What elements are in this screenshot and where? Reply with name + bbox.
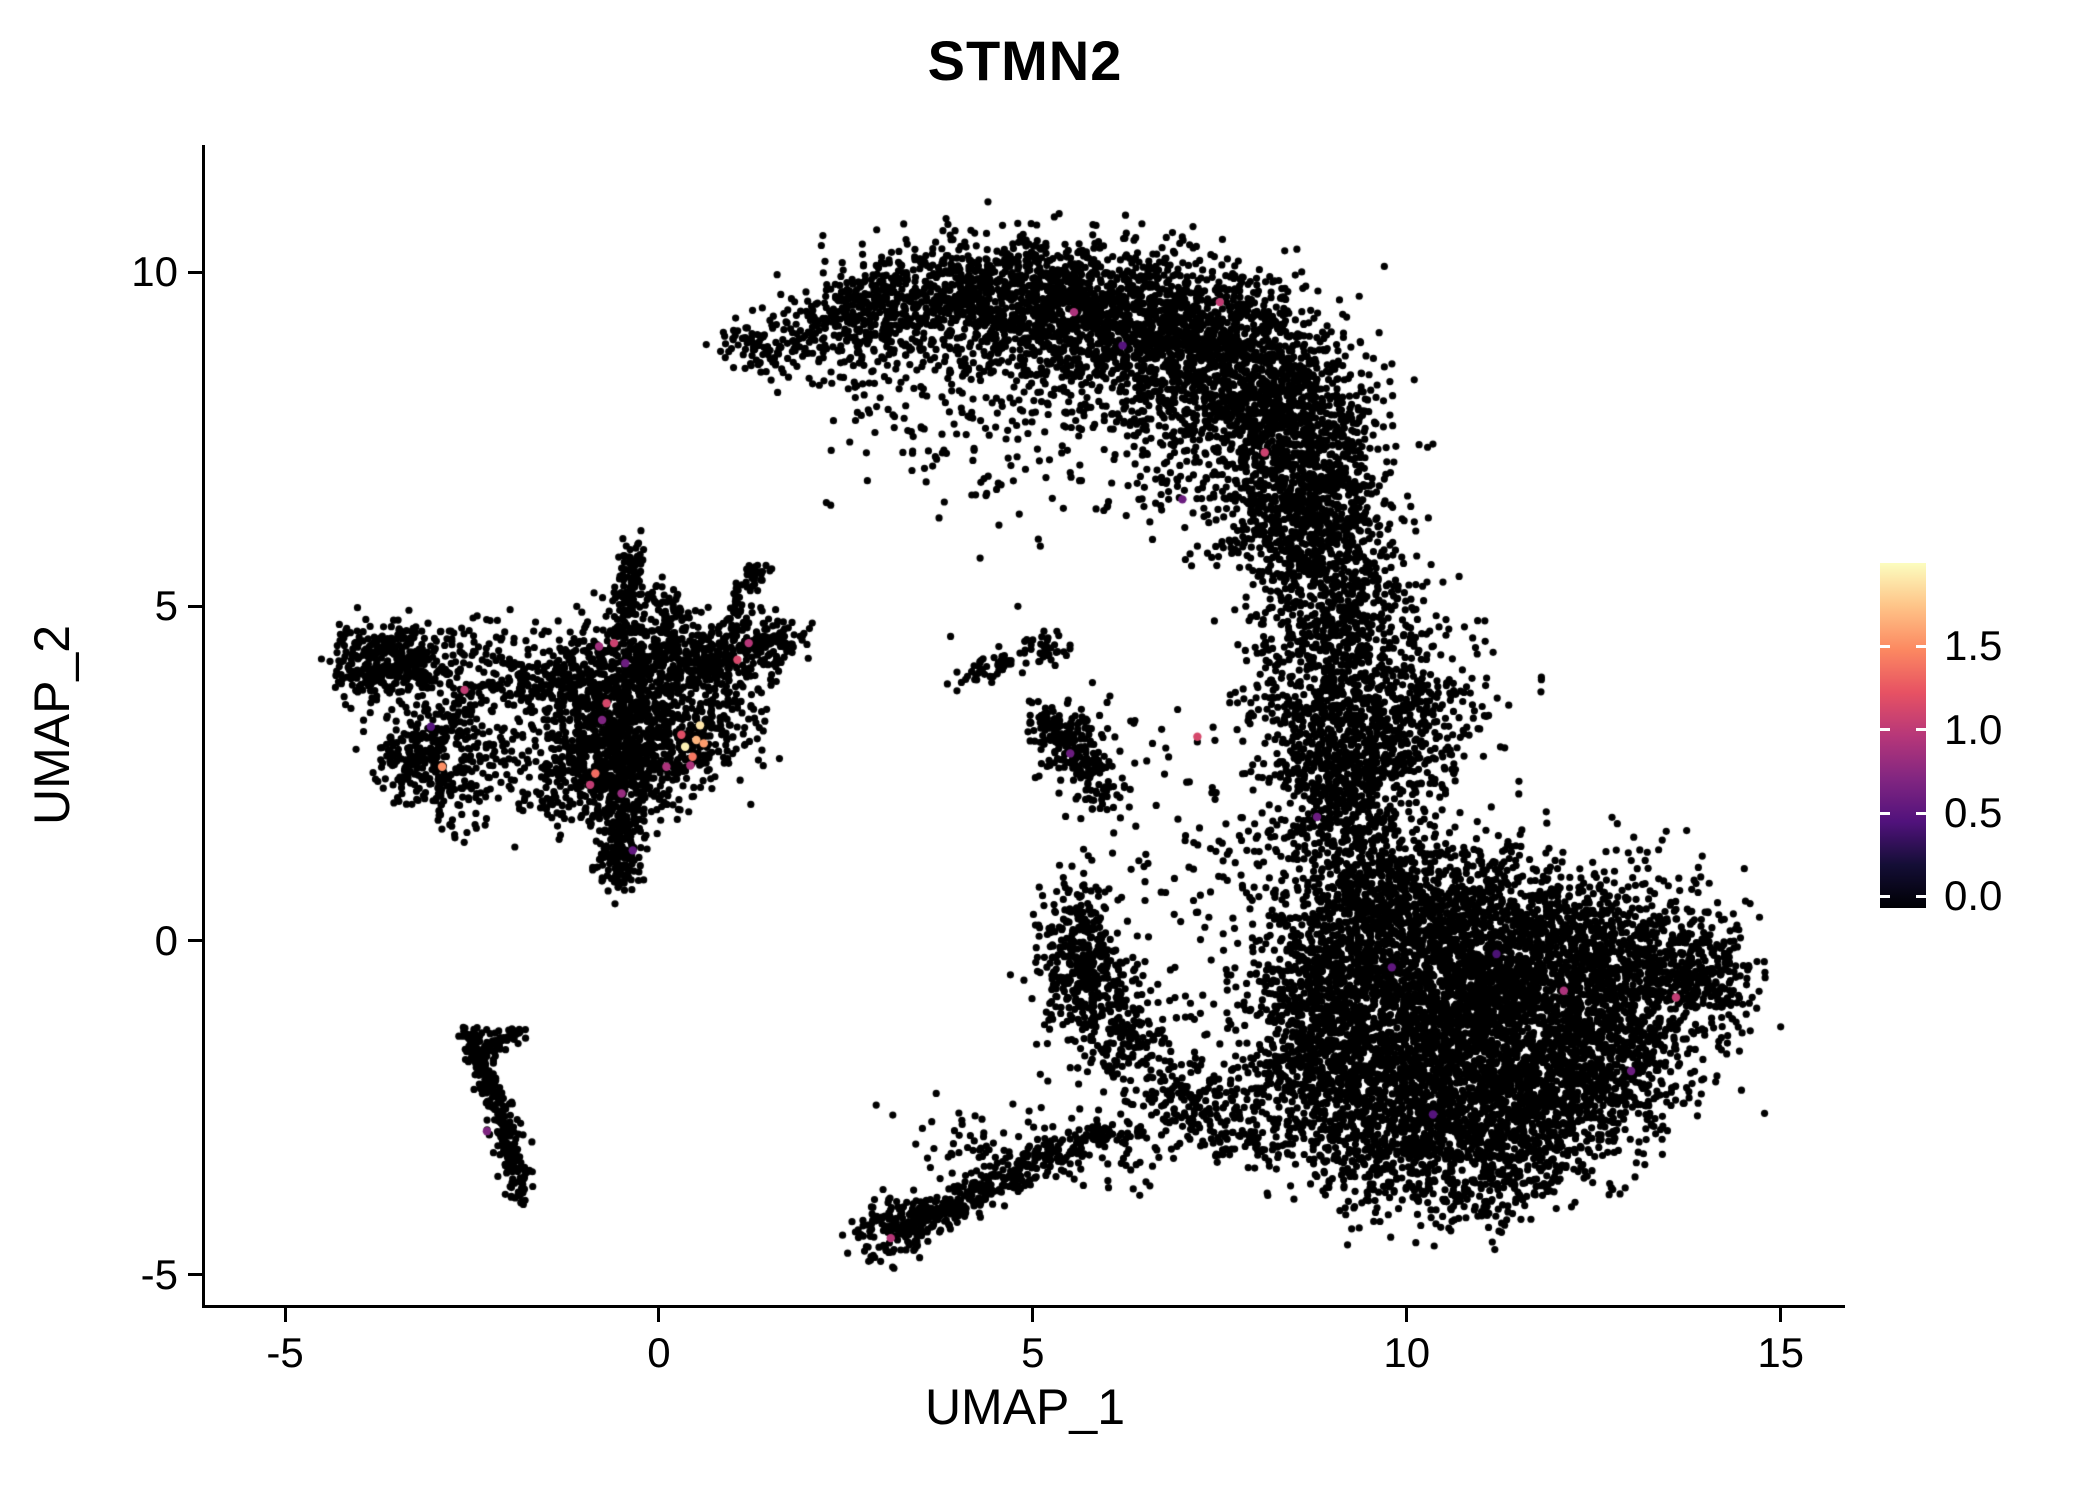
colorbar-tick-mark (1880, 894, 1890, 898)
y-axis-line (202, 145, 205, 1308)
colorbar-tick-mark (1916, 894, 1926, 898)
y-tick-mark (188, 270, 202, 274)
colorbar-tick-label: 1.0 (1944, 705, 2003, 753)
colorbar-gradient (1880, 563, 1926, 908)
x-axis-line (202, 1305, 1845, 1308)
colorbar-tick-mark (1880, 811, 1890, 815)
x-tick-mark (1779, 1308, 1783, 1322)
y-tick-label: 0 (154, 916, 178, 964)
y-tick-mark (188, 604, 202, 608)
colorbar-tick-mark (1916, 728, 1926, 732)
y-tick-mark (188, 939, 202, 943)
x-tick-mark (1405, 1308, 1409, 1322)
y-tick-label: 5 (154, 582, 178, 630)
x-tick-label: 10 (1383, 1329, 1431, 1376)
colorbar-tick-mark (1916, 811, 1926, 815)
y-tick-label: 10 (131, 248, 178, 296)
y-tick-mark (188, 1273, 202, 1277)
x-tick-label: -5 (266, 1329, 304, 1376)
colorbar-tick-mark (1880, 728, 1890, 732)
x-tick-label: 0 (647, 1329, 671, 1376)
x-axis-label: UMAP_1 (924, 1379, 1126, 1435)
colorbar-tick-label: 1.5 (1944, 622, 2003, 670)
colorbar-tick-mark (1916, 644, 1926, 648)
colorbar-tick-label: 0.0 (1944, 872, 2003, 920)
scatter-canvas (205, 145, 1845, 1305)
y-tick-label: -5 (140, 1250, 178, 1298)
x-tick-mark (1031, 1308, 1035, 1322)
y-axis-label: UMAP_2 (24, 624, 80, 826)
chart-title: STMN2 (927, 29, 1123, 92)
x-tick-mark (657, 1308, 661, 1322)
colorbar-tick-mark (1880, 644, 1890, 648)
colorbar-tick-label: 0.5 (1944, 789, 2003, 836)
x-tick-label: 5 (1021, 1329, 1045, 1376)
x-tick-mark (283, 1308, 287, 1322)
x-tick-label: 15 (1757, 1329, 1805, 1376)
